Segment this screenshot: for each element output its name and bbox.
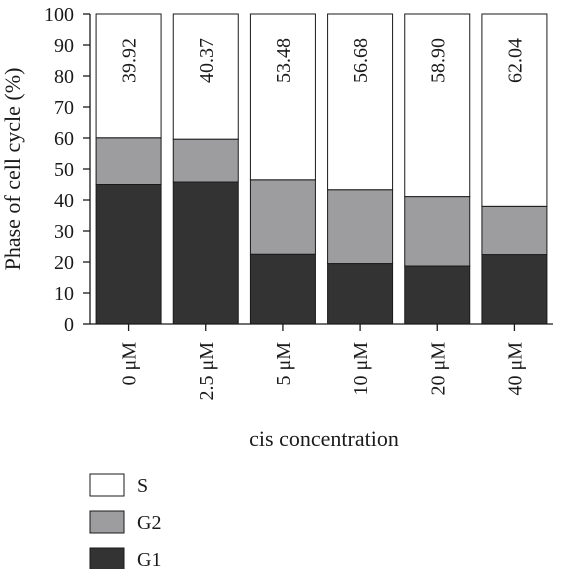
bar-segment-g2: [249, 179, 316, 255]
x-tick-label: 20 μM: [427, 342, 449, 396]
bar-segment-s: [327, 13, 394, 191]
y-tick-label: 100: [44, 4, 74, 26]
bar-segment-g1: [327, 263, 394, 325]
x-tick-label: 10 μM: [350, 342, 372, 396]
x-tick-label: 2.5 μM: [196, 342, 218, 401]
legend-label-g2: G2: [137, 512, 161, 534]
legend: S G2 G1: [89, 473, 161, 571]
y-tick-label: 30: [54, 221, 74, 243]
x-tick-label: 40 μM: [504, 342, 526, 396]
legend-swatch-g1: [89, 547, 125, 571]
bar-segment-g1: [404, 265, 471, 325]
y-tick-label: 0: [64, 314, 74, 336]
y-tick-label: 10: [54, 283, 74, 305]
bar-segment-s: [481, 13, 548, 207]
y-axis: 0 10 20 30 40 50 60 70 80 90 100: [44, 4, 91, 336]
data-label: 53.48: [273, 38, 295, 83]
y-tick-label: 20: [54, 252, 74, 274]
bar-segment-g2: [95, 137, 162, 185]
y-tick-label: 90: [54, 35, 74, 57]
bar-segment-s: [172, 13, 239, 140]
bar-segment-g1: [172, 181, 239, 325]
data-label: 62.04: [504, 38, 526, 83]
data-label: 56.68: [350, 38, 372, 83]
x-tick-label: 5 μM: [273, 342, 295, 386]
legend-swatch-s: [89, 473, 125, 497]
bar-segment-g2: [327, 189, 394, 265]
bar-segment-s: [404, 13, 471, 198]
bar-segment-g1: [95, 184, 162, 325]
bars: 39.92 40.37 53.48 56.68 58.90 62.04: [95, 13, 548, 325]
bar-segment-s: [95, 13, 162, 139]
bar-segment-g1: [481, 254, 548, 325]
y-tick-label: 70: [54, 97, 74, 119]
x-axis: 0 μM 2.5 μM 5 μM 10 μM 20 μM 40 μM: [90, 323, 553, 401]
bar-segment-s: [249, 13, 316, 181]
y-tick-label: 50: [54, 159, 74, 181]
data-label: 40.37: [196, 38, 218, 83]
legend-label-s: S: [137, 475, 148, 497]
bar-segment-g2: [404, 196, 471, 267]
y-tick-label: 60: [54, 128, 74, 150]
data-label: 39.92: [119, 38, 141, 83]
y-tick-label: 80: [54, 66, 74, 88]
bar-segment-g2: [481, 205, 548, 256]
x-tick-label: 0 μM: [119, 342, 141, 386]
y-tick-label: 40: [54, 190, 74, 212]
data-label: 58.90: [427, 38, 449, 83]
y-axis-title: Phase of cell cycle (%): [0, 68, 25, 271]
bar-segment-g2: [172, 138, 239, 183]
legend-label-g1: G1: [137, 549, 161, 569]
legend-swatch-g2: [89, 510, 125, 534]
bar-segment-g1: [249, 253, 316, 325]
x-axis-title: cis concentration: [249, 426, 399, 451]
